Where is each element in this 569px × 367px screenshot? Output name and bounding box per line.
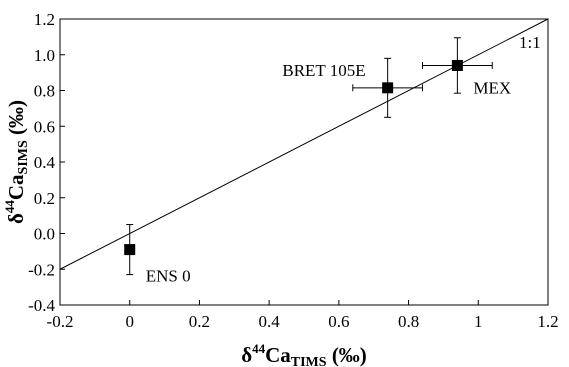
x-tick-label: 0.8: [398, 312, 419, 331]
reference-line: [59, 18, 549, 270]
data-point-group: MEX: [422, 37, 511, 97]
data-points: ENS 0 BRET 105E MEX: [124, 37, 511, 286]
y-tick-label: -0.4: [28, 296, 55, 315]
y-axis-title-symbol: δ: [4, 213, 28, 224]
x-tick-label: -0.2: [47, 312, 74, 331]
data-point-label: ENS 0: [146, 267, 191, 286]
x-tick-label: 0.4: [259, 312, 281, 331]
x-tick-label: 0: [125, 312, 134, 331]
x-tick-label: 0.6: [328, 312, 349, 331]
data-point-group: BRET 105E: [282, 57, 424, 118]
x-axis-title-superscript: 44: [252, 341, 266, 356]
data-point-marker: [451, 59, 463, 71]
x-tick-label: 1.2: [537, 312, 558, 331]
reference-line-label: 1:1: [519, 33, 541, 52]
y-axis-title-unit: (‰): [4, 100, 28, 140]
x-tick-label: 1: [474, 312, 483, 331]
y-tick-label: 0.2: [34, 189, 55, 208]
x-axis-title-name: Ca: [265, 343, 291, 367]
y-axis-title-subscript: SIMS: [16, 140, 31, 174]
y-tick-label: 0.4: [34, 153, 56, 172]
x-axis-title-subscript: TIMS: [291, 355, 327, 367]
y-tick-label: 1.2: [34, 10, 55, 29]
y-axis-title: δ44CaSIMS (‰): [2, 100, 31, 224]
y-axis-title-superscript: 44: [2, 200, 17, 214]
data-point-label: BRET 105E: [282, 61, 365, 80]
y-tick-label: 0.6: [34, 117, 55, 136]
y-tick-label: 0.0: [34, 225, 55, 244]
x-axis: -0.2 0 0.2 0.4 0.6 0.8 1 1.2: [47, 300, 559, 331]
y-axis-title-name: Ca: [4, 174, 28, 200]
x-axis-title: δ44CaTIMS (‰): [241, 341, 367, 367]
data-point-marker: [124, 244, 136, 256]
x-tick-label: 0.2: [189, 312, 210, 331]
y-axis: -0.4 -0.2 0.0 0.2 0.4 0.6 0.8 1.0 1.2: [28, 10, 65, 315]
y-tick-label: -0.2: [28, 260, 55, 279]
x-axis-title-symbol: δ: [241, 343, 252, 367]
y-tick-label: 0.8: [34, 82, 55, 101]
reference-line-group: [59, 18, 549, 270]
data-point-marker: [382, 82, 394, 94]
y-tick-label: 1.0: [34, 46, 55, 65]
data-point-group: ENS 0: [124, 224, 191, 286]
data-point-label: MEX: [473, 78, 511, 97]
x-axis-title-unit: (‰): [327, 343, 367, 367]
